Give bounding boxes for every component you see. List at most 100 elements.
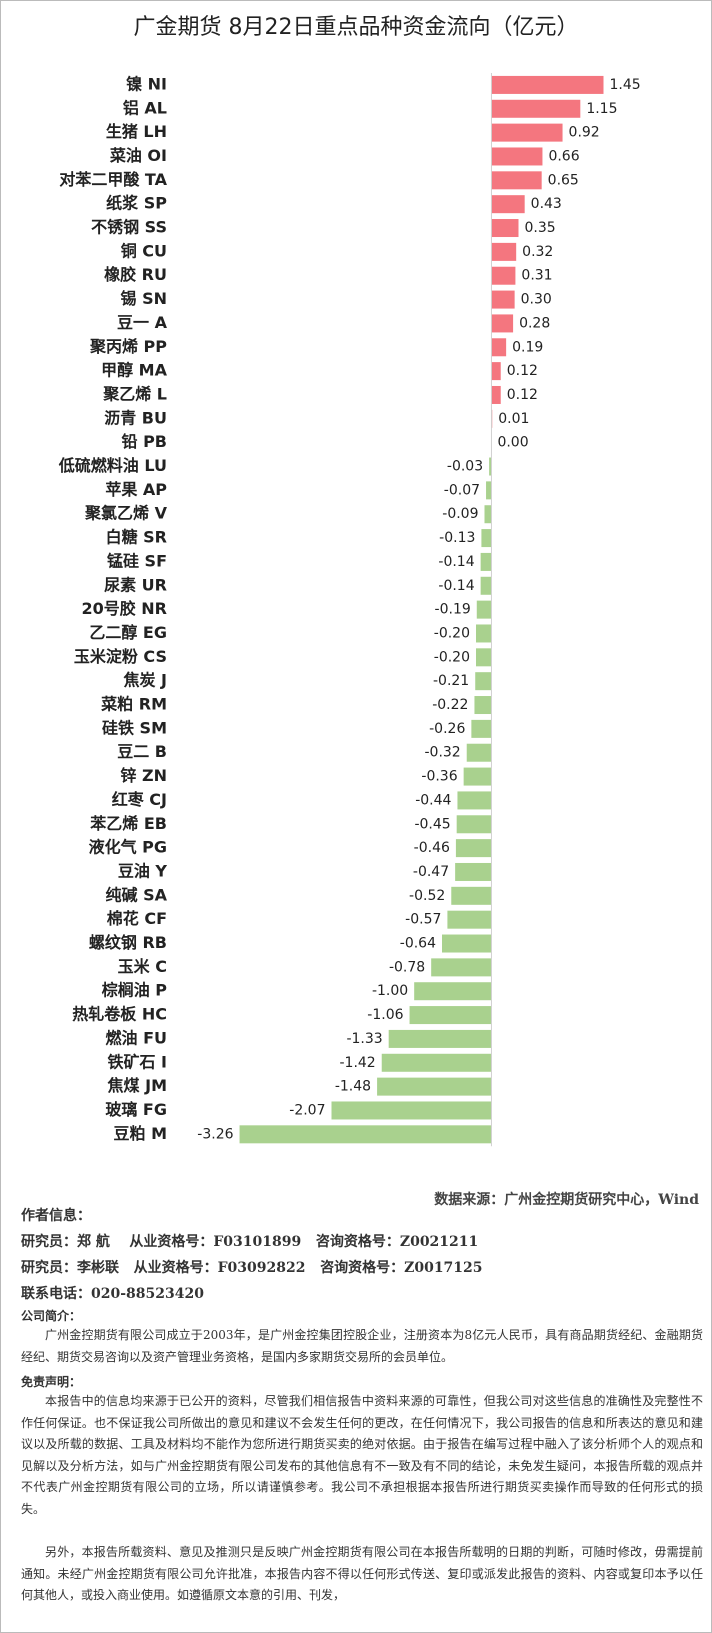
- value-label: 0.66: [548, 148, 579, 164]
- category-label: 热轧卷板 HC: [72, 1005, 167, 1024]
- bar: [476, 648, 492, 667]
- category-label: 聚乙烯 L: [102, 384, 167, 403]
- category-label: 20号胶 NR: [81, 599, 167, 618]
- category-label: 棕榈油 P: [102, 981, 168, 1000]
- value-label: -0.64: [400, 936, 436, 952]
- bar: [491, 290, 515, 309]
- category-label: 铝 AL: [123, 98, 167, 117]
- value-label: -0.78: [389, 959, 425, 975]
- value-label: 0.65: [548, 172, 579, 188]
- value-label: 0.31: [521, 268, 552, 284]
- category-label: 尿素 UR: [104, 575, 167, 594]
- bar: [486, 481, 492, 500]
- category-label: 不锈钢 SS: [91, 218, 167, 237]
- bar: [331, 1101, 492, 1120]
- value-label: -0.03: [447, 459, 483, 475]
- bar: [471, 719, 492, 738]
- bar: [447, 910, 492, 929]
- bar: [381, 1053, 492, 1072]
- value-label: -0.19: [435, 602, 471, 618]
- category-label: 白糖 SR: [106, 528, 167, 547]
- value-label: 1.15: [586, 101, 617, 117]
- bar: [481, 529, 492, 548]
- value-label: 0.32: [522, 244, 553, 260]
- bar: [491, 195, 525, 214]
- category-label: 铜 CU: [121, 241, 167, 260]
- category-label: 锌 ZN: [120, 766, 167, 785]
- category-label: 锰硅 SF: [107, 551, 167, 570]
- value-label: -0.26: [429, 721, 465, 737]
- bar: [491, 75, 604, 94]
- value-label: -0.47: [413, 864, 449, 880]
- bar: [491, 266, 516, 285]
- category-label: 乙二醇 EG: [89, 623, 167, 642]
- value-label: -0.14: [438, 554, 474, 570]
- value-label: 0.12: [507, 363, 538, 379]
- value-label: -0.21: [433, 673, 469, 689]
- bar: [466, 743, 492, 762]
- bar: [239, 1125, 492, 1144]
- bar: [414, 982, 492, 1001]
- category-label: 玉米 C: [118, 957, 167, 976]
- category-label: 燃油 FU: [106, 1028, 168, 1047]
- category-label: 豆粕 M: [114, 1124, 168, 1143]
- category-label: 锡 SN: [121, 289, 168, 308]
- value-label: -1.48: [335, 1079, 371, 1095]
- category-label: 焦煤 JM: [107, 1076, 167, 1095]
- category-label: 生猪 LH: [106, 122, 167, 141]
- disclaimer-heading: 免责声明：: [21, 1375, 82, 1389]
- category-label: 豆二 B: [117, 742, 167, 761]
- value-label: -0.45: [414, 816, 450, 832]
- bar: [491, 99, 581, 118]
- value-label: -0.09: [442, 506, 478, 522]
- value-label: -0.07: [444, 482, 480, 498]
- category-label: 铅 PB: [122, 432, 168, 451]
- bar: [409, 1006, 492, 1025]
- bar: [388, 1029, 492, 1048]
- bar: [474, 696, 492, 715]
- company-text: 广州金控期货有限公司成立于2003年，是广州金控集团控股企业，注册资本为8亿元人…: [21, 1328, 703, 1364]
- category-label: 纸浆 SP: [106, 194, 167, 213]
- category-label: 聚氯乙烯 V: [84, 504, 168, 523]
- category-label: 苯乙烯 EB: [89, 814, 167, 833]
- bar: [489, 457, 492, 476]
- category-label: 纯碱 SA: [106, 885, 168, 904]
- bar: [491, 314, 514, 333]
- category-label: 沥青 BU: [104, 408, 167, 427]
- value-label: -0.36: [421, 769, 457, 785]
- bar: [442, 934, 492, 953]
- source: 数据来源：广州金控期货研究中心，Wind: [434, 1192, 699, 1208]
- value-label: -0.20: [434, 649, 470, 665]
- value-label: -2.07: [289, 1102, 325, 1118]
- value-label: 0.43: [531, 196, 562, 212]
- category-label: 红枣 CJ: [112, 790, 167, 809]
- value-label: 0.19: [512, 339, 543, 355]
- phone: 联系电话：020-88523420: [21, 1286, 204, 1302]
- bar: [491, 338, 507, 357]
- category-label: 对苯二甲酸 TA: [59, 170, 167, 189]
- bar: [480, 552, 492, 571]
- bar: [431, 958, 492, 977]
- category-label: 镍 NI: [126, 74, 167, 93]
- category-label: 棉花 CF: [107, 909, 167, 928]
- bar: [484, 505, 492, 524]
- value-label: -0.46: [414, 840, 450, 856]
- researcher: 研究员：郑 航 从业资格号：F03101899 咨询资格号：Z0021211: [21, 1234, 479, 1250]
- bar: [480, 576, 492, 595]
- bar: [475, 672, 492, 691]
- bar: [455, 839, 492, 858]
- bar: [491, 362, 501, 381]
- bar: [491, 123, 563, 142]
- value-label: -0.20: [434, 625, 470, 641]
- category-label: 聚丙烯 PP: [89, 337, 167, 356]
- author-heading: 作者信息：: [21, 1208, 91, 1224]
- bar: [463, 767, 492, 786]
- bar: [491, 147, 543, 166]
- chart-title: 广金期货 8月22日重点品种资金流向（亿元）: [134, 15, 579, 40]
- value-label: 1.45: [610, 77, 641, 93]
- category-label: 低硫燃料油 LU: [58, 456, 167, 475]
- category-label: 液化气 PG: [89, 838, 167, 857]
- researcher: 研究员：李彬联 从业资格号：F03092822 咨询资格号：Z0017125: [21, 1260, 483, 1276]
- category-label: 豆一 A: [117, 313, 168, 332]
- category-label: 苹果 AP: [105, 480, 167, 499]
